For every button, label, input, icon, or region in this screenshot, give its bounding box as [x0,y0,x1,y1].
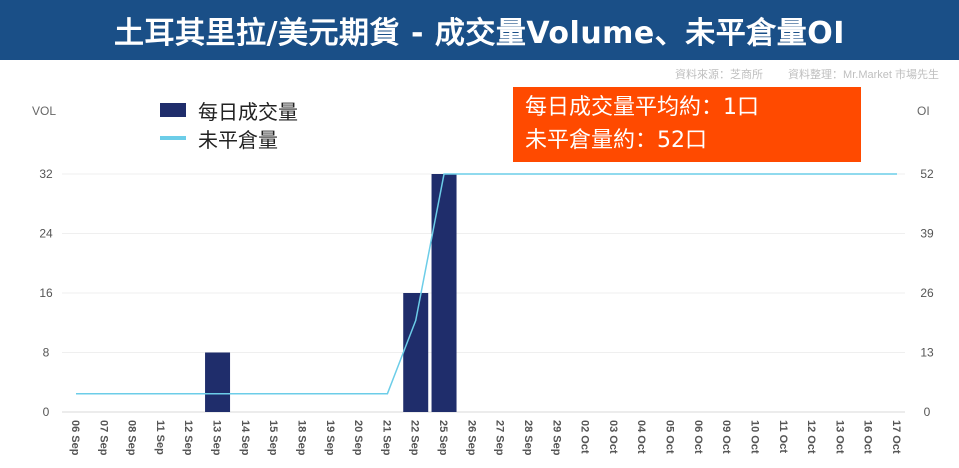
chart-title: 土耳其里拉/美元期貨 - 成交量Volume、未平倉量OI [0,0,959,60]
x-tick-label: 11 Sep [154,420,166,455]
x-tick-label: 16 Oct [862,420,874,454]
y-tick-label: 8 [43,346,50,360]
left-axis-label: VOL [32,104,57,118]
x-tick-label: 05 Oct [664,420,676,454]
x-tick-label: 06 Oct [692,420,704,454]
x-tick-label: 11 Oct [777,420,789,453]
legend-oi-label: 未平倉量 [198,127,278,152]
legend-volume-label: 每日成交量 [198,99,298,124]
data-compiler: 資料整理：Mr.Market 市場先生 [788,69,939,81]
x-tick-label: 07 Sep [97,420,109,456]
volume-bar [431,174,457,412]
stats-box: 每日成交量平均約：1口 未平倉量約：52口 [513,87,861,162]
x-tick-label: 27 Sep [494,420,506,456]
x-tick-label: 02 Oct [579,420,591,454]
y-tick-label: 24 [39,227,53,241]
data-source: 資料來源：芝商所 [674,69,763,81]
x-tick-label: 25 Sep [437,420,449,456]
x-tick-label: 06 Sep [69,420,81,456]
y2-tick-label: 26 [920,286,934,300]
x-tick-label: 13 Oct [833,420,845,454]
y-tick-label: 32 [39,167,53,181]
x-tick-label: 08 Sep [126,420,138,456]
y2-tick-label: 13 [920,346,934,360]
x-tick-label: 29 Sep [550,420,562,456]
x-tick-label: 14 Sep [239,420,251,456]
volume-bar [403,293,429,412]
x-tick-label: 28 Sep [522,420,534,456]
y2-tick-label: 39 [920,227,934,241]
x-tick-label: 22 Sep [409,420,421,456]
x-tick-label: 10 Oct [748,420,760,454]
x-tick-label: 26 Sep [465,420,477,456]
legend-volume: 每日成交量 [160,96,298,124]
source-credit: 資料來源：芝商所 資料整理：Mr.Market 市場先生 [675,66,939,82]
volume-bar [205,352,231,412]
x-tick-label: 17 Oct [890,420,902,454]
legend-oi: 未平倉量 [160,124,298,152]
x-tick-label: 03 Oct [607,420,619,454]
x-tick-label: 21 Sep [380,420,392,456]
x-tick-label: 13 Sep [211,420,223,456]
legend-oi-swatch [160,136,186,140]
y2-tick-label: 52 [920,167,934,181]
y2-tick-label: 0 [924,405,931,419]
x-tick-label: 12 Oct [805,420,817,454]
legend: 每日成交量 未平倉量 [160,96,298,152]
right-axis-label: OI [917,104,930,118]
open-interest-stat: 未平倉量約：52口 [525,128,707,153]
x-tick-label: 20 Sep [352,420,364,456]
x-tick-label: 09 Oct [720,420,732,454]
x-tick-label: 18 Sep [295,420,307,456]
x-tick-label: 12 Sep [182,420,194,456]
x-tick-label: 15 Sep [267,420,279,456]
y-tick-label: 0 [43,405,50,419]
x-tick-label: 04 Oct [635,420,647,454]
legend-volume-swatch [160,103,186,117]
y-tick-label: 16 [39,286,53,300]
x-tick-label: 19 Sep [324,420,336,456]
avg-volume-stat: 每日成交量平均約：1口 [525,95,759,120]
open-interest-line [76,173,897,395]
